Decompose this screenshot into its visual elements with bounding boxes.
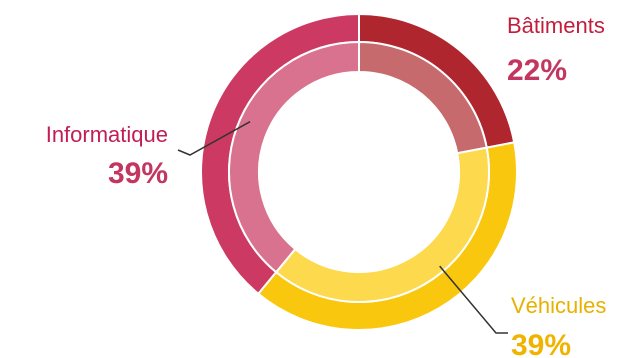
slice-value-informatique: 39% bbox=[108, 157, 168, 190]
slice-label-vehicules: Véhicules bbox=[511, 293, 606, 318]
leader-line-vehicules bbox=[439, 265, 508, 334]
slice-label-informatique: Informatique bbox=[46, 122, 168, 147]
slice-value-batiments: 22% bbox=[507, 54, 567, 87]
slice-value-vehicules: 39% bbox=[511, 329, 571, 358]
leader-line-informatique bbox=[177, 121, 251, 156]
slices-layer bbox=[200, 12, 518, 331]
slice-label-batiments: Bâtiments bbox=[507, 13, 605, 38]
slice-inner-informatique bbox=[228, 40, 360, 274]
leader-lines bbox=[177, 121, 508, 334]
